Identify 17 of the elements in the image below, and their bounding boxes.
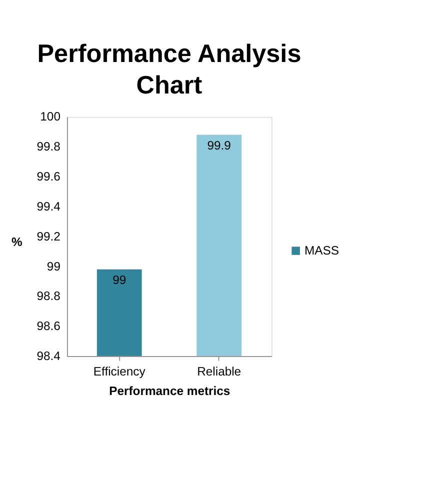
data-label: 99.9 — [207, 138, 232, 153]
x-axis-title: Performance metrics — [109, 384, 230, 398]
y-tick-label: 100 — [40, 110, 61, 124]
y-tick-label: 99.2 — [36, 229, 61, 244]
y-tick-label: 99.8 — [36, 140, 61, 154]
y-tick-label: 99.6 — [36, 170, 61, 184]
y-tick-label: 98.6 — [36, 319, 61, 334]
legend-label: MASS — [304, 243, 339, 258]
y-tick-label: 99.4 — [36, 199, 61, 214]
y-axis-title: % — [12, 235, 23, 250]
y-tick-label: 99 — [46, 259, 61, 274]
data-label: 99 — [112, 273, 126, 288]
chart-title: Performance Analysis Chart — [37, 40, 302, 100]
y-tick-label: 98.8 — [36, 289, 61, 304]
x-tick-label: Efficiency — [93, 364, 146, 379]
y-tick-label: 98.4 — [36, 348, 61, 363]
x-tick-label: Reliable — [197, 364, 242, 379]
